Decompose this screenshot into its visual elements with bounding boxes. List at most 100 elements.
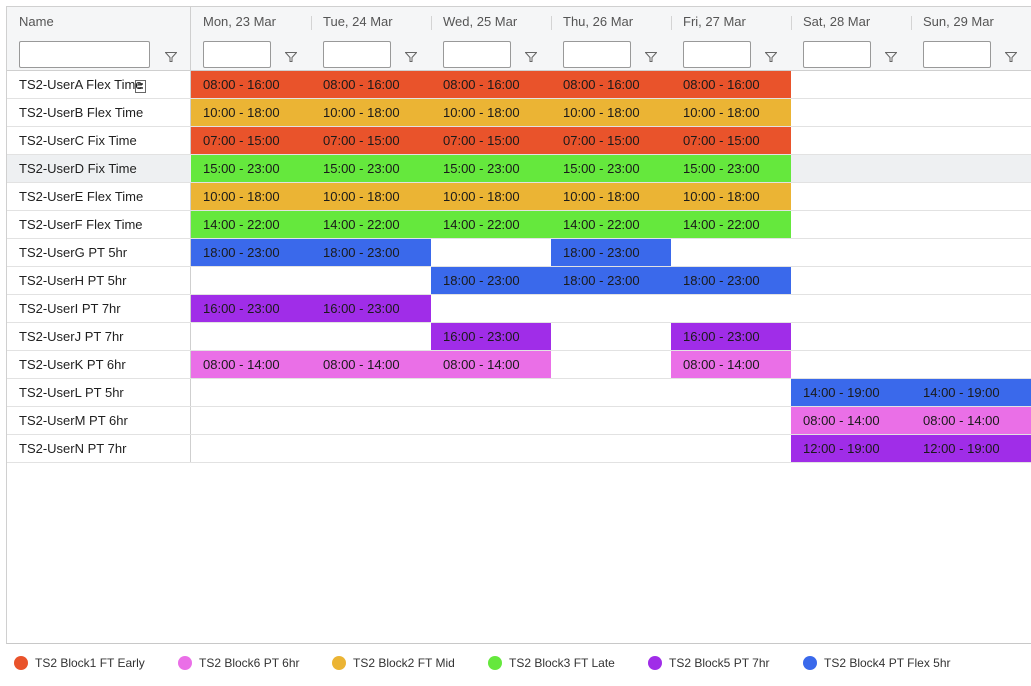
shift-cell[interactable]: 16:00 - 23:00 [311, 295, 431, 322]
shift-cell[interactable]: 10:00 - 18:00 [671, 183, 791, 210]
shift-cell[interactable]: 14:00 - 22:00 [191, 211, 311, 238]
shift-cell[interactable]: 10:00 - 18:00 [191, 99, 311, 126]
table-row[interactable]: TS2-UserG PT 5hr 18:00 - 23:00 18:00 - 23:… [7, 239, 1031, 267]
table-row[interactable]: TS2-UserE Flex Time 10:00 - 18:00 10:00 - … [7, 183, 1031, 211]
shift-cell[interactable]: 10:00 - 18:00 [551, 99, 671, 126]
shift-cell[interactable]: 18:00 - 23:00 [551, 239, 671, 266]
shift-cell[interactable]: 08:00 - 14:00 [671, 351, 791, 378]
table-row[interactable]: TS2-UserC Fix Time 07:00 - 15:00 07:00 - 1… [7, 127, 1031, 155]
day-filter-input[interactable] [323, 41, 391, 68]
shift-cell[interactable]: 18:00 - 23:00 [191, 239, 311, 266]
shift-cell[interactable]: 08:00 - 16:00 [431, 71, 551, 98]
day-filter-input[interactable] [563, 41, 631, 68]
filter-row [7, 39, 1031, 93]
shift-cell[interactable]: 10:00 - 18:00 [431, 183, 551, 210]
table-row[interactable]: TS2-UserJ PT 7hr 16:00 - 23:00 16:00 - 23:… [7, 323, 1031, 351]
employee-name: TS2-UserF Flex Time [19, 217, 143, 232]
shift-cell[interactable]: 10:00 - 18:00 [311, 183, 431, 210]
employee-name: TS2-UserL PT 5hr [19, 385, 124, 400]
table-row[interactable]: TS2-UserN PT 7hr 12:00 - 19:00 12:00 - 19:… [7, 435, 1031, 463]
shift-cell[interactable]: 08:00 - 16:00 [671, 71, 791, 98]
shift-cell[interactable]: 08:00 - 14:00 [191, 351, 311, 378]
shift-cell[interactable]: 18:00 - 23:00 [671, 267, 791, 294]
shift-cell[interactable]: 08:00 - 16:00 [311, 71, 431, 98]
shift-cell[interactable]: 08:00 - 14:00 [311, 351, 431, 378]
shift-cell[interactable]: 14:00 - 19:00 [791, 379, 911, 406]
shift-cell[interactable]: 07:00 - 15:00 [431, 127, 551, 154]
column-header-day[interactable]: Sun, 29 Mar [923, 14, 994, 29]
shift-cell[interactable]: 15:00 - 23:00 [551, 155, 671, 182]
legend-label: TS2 Block3 FT Late [509, 656, 615, 670]
column-header-name[interactable]: Name [7, 7, 191, 39]
day-filter-input[interactable] [923, 41, 991, 68]
filter-icon[interactable] [885, 52, 897, 62]
shift-cell[interactable]: 14:00 - 22:00 [551, 211, 671, 238]
shift-cell[interactable]: 18:00 - 23:00 [551, 267, 671, 294]
shift-cell[interactable]: 08:00 - 14:00 [911, 407, 1031, 434]
table-row[interactable]: TS2-UserI PT 7hr 16:00 - 23:00 16:00 - 23:… [7, 295, 1031, 323]
shift-cell[interactable]: 16:00 - 23:00 [191, 295, 311, 322]
table-row[interactable]: TS2-UserH PT 5hr 18:00 - 23:00 18:00 - 23:… [7, 267, 1031, 295]
table-row[interactable]: TS2-UserA Flex Time 08:00 - 16:00 08:00 - … [7, 71, 1031, 99]
shift-cell[interactable]: 16:00 - 23:00 [671, 323, 791, 350]
shift-cell[interactable]: 14:00 - 19:00 [911, 379, 1031, 406]
employee-name: TS2-UserE Flex Time [19, 189, 144, 204]
shift-cell[interactable]: 10:00 - 18:00 [551, 183, 671, 210]
column-header-day[interactable]: Thu, 26 Mar [563, 14, 634, 29]
table-row[interactable]: TS2-UserD Fix Time 15:00 - 23:00 15:00 - 2… [7, 155, 1031, 183]
shift-cell[interactable]: 07:00 - 15:00 [311, 127, 431, 154]
column-header-day[interactable]: Mon, 23 Mar [203, 14, 276, 29]
shift-cell[interactable]: 07:00 - 15:00 [191, 127, 311, 154]
column-header-row: Name Mon, 23 Mar Tue, 24 Mar Wed, 25 Mar Th… [7, 7, 1031, 40]
shift-cell[interactable]: 08:00 - 14:00 [791, 407, 911, 434]
table-row[interactable]: TS2-UserK PT 6hr 08:00 - 14:00 08:00 - 14:… [7, 351, 1031, 379]
column-header-day[interactable]: Tue, 24 Mar [323, 14, 393, 29]
filter-icon[interactable] [405, 52, 417, 62]
legend-label: TS2 Block1 FT Early [35, 656, 145, 670]
day-filter-input[interactable] [803, 41, 871, 68]
calendar-filter-icon[interactable] [135, 79, 146, 93]
shift-cell[interactable]: 08:00 - 16:00 [191, 71, 311, 98]
shift-cell[interactable]: 08:00 - 14:00 [431, 351, 551, 378]
filter-icon[interactable] [1005, 52, 1017, 62]
name-filter-input[interactable] [19, 41, 150, 68]
filter-icon[interactable] [645, 52, 657, 62]
day-filter-input[interactable] [443, 41, 511, 68]
shift-cell[interactable]: 08:00 - 16:00 [551, 71, 671, 98]
shift-cell[interactable]: 10:00 - 18:00 [431, 99, 551, 126]
shift-cell[interactable]: 15:00 - 23:00 [431, 155, 551, 182]
shift-cell[interactable]: 15:00 - 23:00 [191, 155, 311, 182]
legend-color-dot [488, 656, 502, 670]
filter-icon[interactable] [525, 52, 537, 62]
name-filter-icon[interactable] [165, 52, 177, 62]
column-separator [431, 16, 432, 30]
shift-cell[interactable]: 18:00 - 23:00 [431, 267, 551, 294]
employee-name: TS2-UserB Flex Time [19, 105, 144, 120]
shift-cell[interactable]: 07:00 - 15:00 [551, 127, 671, 154]
shift-cell[interactable]: 12:00 - 19:00 [791, 435, 911, 462]
shift-cell[interactable]: 15:00 - 23:00 [671, 155, 791, 182]
shift-cell[interactable]: 18:00 - 23:00 [311, 239, 431, 266]
shift-cell[interactable]: 14:00 - 22:00 [431, 211, 551, 238]
table-row[interactable]: TS2-UserB Flex Time 10:00 - 18:00 10:00 - … [7, 99, 1031, 127]
shift-cell[interactable]: 10:00 - 18:00 [311, 99, 431, 126]
shift-cell[interactable]: 16:00 - 23:00 [431, 323, 551, 350]
table-row[interactable]: TS2-UserF Flex Time 14:00 - 22:00 14:00 - … [7, 211, 1031, 239]
column-header-day[interactable]: Fri, 27 Mar [683, 14, 746, 29]
shift-cell[interactable]: 10:00 - 18:00 [671, 99, 791, 126]
shift-cell[interactable]: 15:00 - 23:00 [311, 155, 431, 182]
shift-cell[interactable]: 14:00 - 22:00 [311, 211, 431, 238]
table-row[interactable]: TS2-UserL PT 5hr 14:00 - 19:00 14:00 - 19:… [7, 379, 1031, 407]
shift-cell[interactable]: 07:00 - 15:00 [671, 127, 791, 154]
column-header-day[interactable]: Wed, 25 Mar [443, 14, 518, 29]
shift-cell[interactable]: 14:00 - 22:00 [671, 211, 791, 238]
shift-cell[interactable]: 12:00 - 19:00 [911, 435, 1031, 462]
table-row[interactable]: TS2-UserM PT 6hr 08:00 - 14:00 08:00 - 14:… [7, 407, 1031, 435]
filter-icon[interactable] [285, 52, 297, 62]
shift-cell[interactable]: 10:00 - 18:00 [191, 183, 311, 210]
filter-icon[interactable] [765, 52, 777, 62]
day-filter-input[interactable] [683, 41, 751, 68]
employee-name: TS2-UserG PT 5hr [19, 245, 128, 260]
day-filter-input[interactable] [203, 41, 271, 68]
column-header-day[interactable]: Sat, 28 Mar [803, 14, 871, 29]
